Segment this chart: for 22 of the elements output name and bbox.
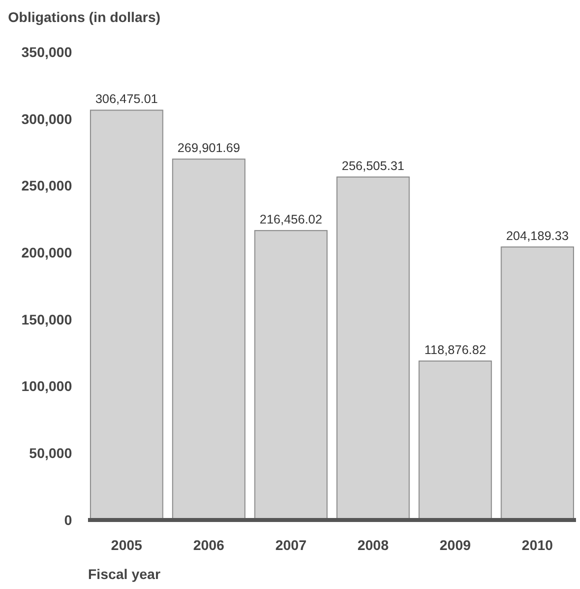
- y-tick-label: 350,000: [21, 44, 72, 60]
- y-tick-label: 200,000: [21, 244, 72, 260]
- y-tick-label: 100,000: [21, 378, 72, 394]
- data-label: 204,189.33: [506, 228, 569, 243]
- data-label: 269,901.69: [177, 141, 240, 156]
- data-label: 256,505.31: [342, 159, 404, 174]
- y-tick-label: 250,000: [21, 178, 72, 194]
- x-axis-title: Fiscal year: [88, 566, 161, 582]
- y-tick-label: 300,000: [21, 110, 72, 127]
- data-label: 216,456.02: [260, 212, 322, 227]
- y-tick-label: 150,000: [21, 311, 72, 328]
- x-tick-label: 2005: [111, 537, 142, 553]
- x-tick-label: 2006: [193, 537, 225, 553]
- x-tick-label: 2008: [358, 537, 389, 553]
- y-tick-label: 0: [64, 512, 72, 528]
- x-tick-label: 2007: [275, 537, 307, 553]
- y-tick-label: 50,000: [29, 445, 72, 462]
- y-axis-title: Obligations (in dollars): [8, 9, 160, 25]
- x-tick-label: 2010: [522, 537, 554, 553]
- x-tick-label: 2009: [440, 537, 472, 553]
- data-label: 306,475.01: [95, 92, 158, 106]
- data-label: 118,876.82: [424, 343, 486, 358]
